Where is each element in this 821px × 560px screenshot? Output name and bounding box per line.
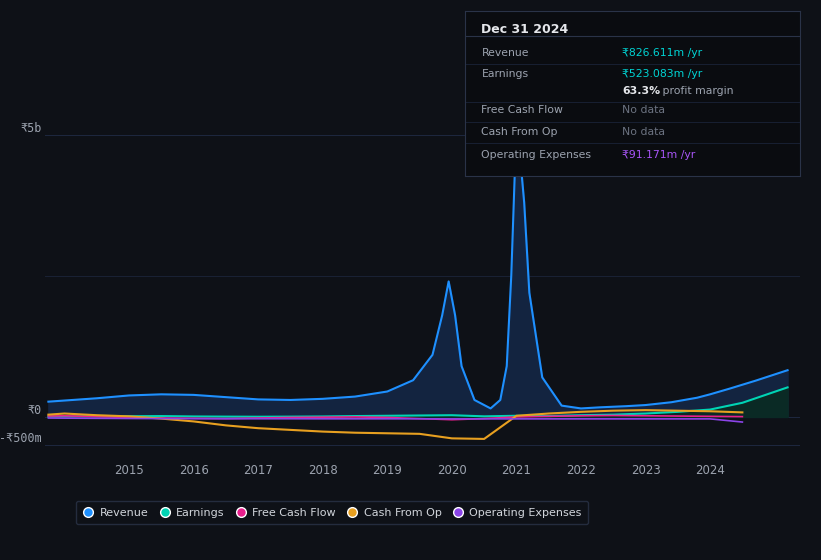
Legend: Revenue, Earnings, Free Cash Flow, Cash From Op, Operating Expenses: Revenue, Earnings, Free Cash Flow, Cash …: [76, 501, 589, 524]
Text: No data: No data: [622, 127, 665, 137]
Text: ₹523.083m /yr: ₹523.083m /yr: [622, 69, 703, 79]
Text: -₹500m: -₹500m: [0, 432, 41, 445]
Text: No data: No data: [622, 105, 665, 115]
Text: Operating Expenses: Operating Expenses: [481, 150, 591, 160]
Text: Revenue: Revenue: [481, 48, 529, 58]
Text: Dec 31 2024: Dec 31 2024: [481, 23, 569, 36]
Text: ₹826.611m /yr: ₹826.611m /yr: [622, 48, 702, 58]
Text: profit margin: profit margin: [659, 86, 733, 96]
Text: Free Cash Flow: Free Cash Flow: [481, 105, 563, 115]
Text: 63.3%: 63.3%: [622, 86, 660, 96]
Text: Cash From Op: Cash From Op: [481, 127, 558, 137]
Text: Earnings: Earnings: [481, 69, 529, 79]
Text: ₹91.171m /yr: ₹91.171m /yr: [622, 150, 695, 160]
Text: ₹0: ₹0: [27, 404, 41, 417]
Text: ₹5b: ₹5b: [20, 122, 41, 134]
